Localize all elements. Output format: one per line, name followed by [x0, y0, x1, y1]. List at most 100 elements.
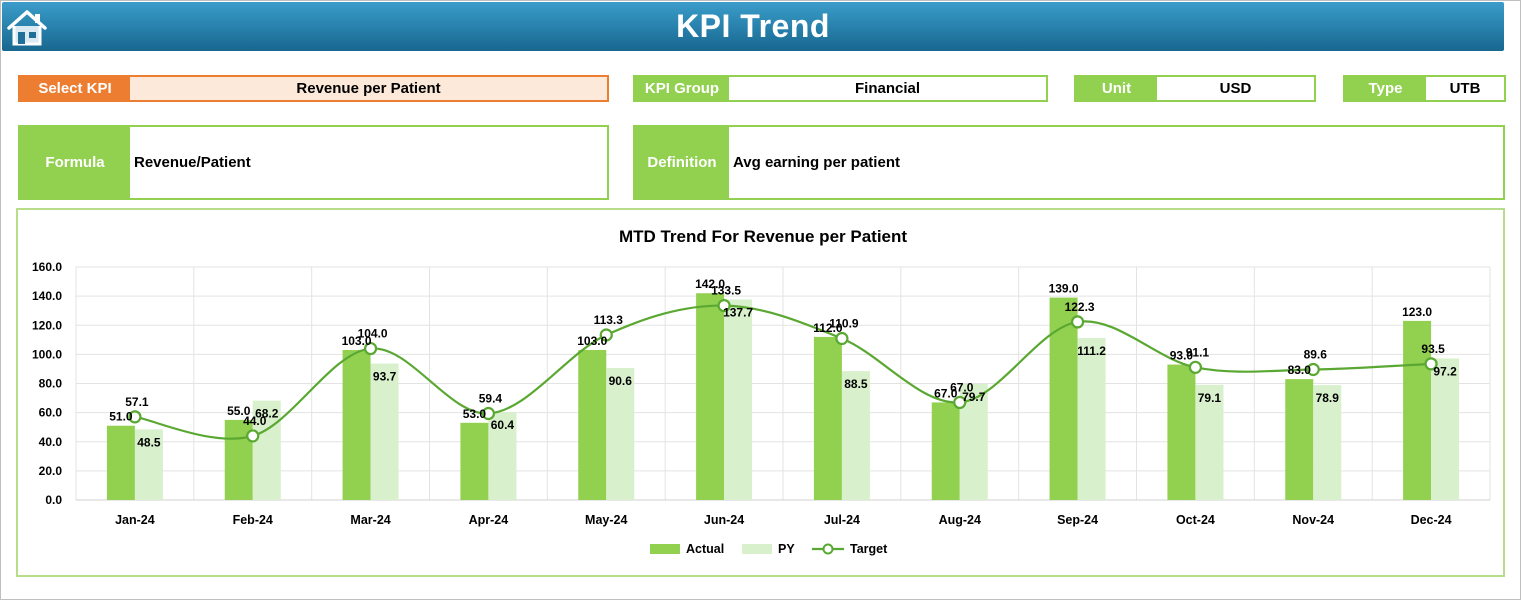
target-data-label: 113.3	[594, 313, 624, 327]
actual-bar	[578, 350, 607, 500]
target-marker	[1424, 357, 1438, 371]
actual-data-label: 55.0	[227, 404, 251, 418]
actual-data-label: 53.0	[463, 407, 487, 421]
target-data-label: 44.0	[243, 414, 267, 428]
x-tick-label: May-24	[585, 513, 627, 527]
py-bar	[1077, 338, 1106, 500]
actual-bar	[342, 350, 371, 500]
data-labels: 51.0 48.5 57.1 55.0 68.244.0 103.0 93.7 104.0 53…	[109, 277, 1457, 449]
py-data-label: 79.7	[962, 390, 986, 404]
target-data-label: 59.4	[479, 391, 503, 405]
chart-bars	[106, 293, 1460, 500]
py-data-label: 97.2	[1433, 364, 1457, 378]
py-bar	[841, 371, 870, 500]
x-tick-label: Apr-24	[469, 513, 509, 527]
y-tick-label: 80.0	[39, 377, 63, 391]
kpi-trend-chart: MTD Trend For Revenue per Patient 0.0 20.…	[32, 227, 1491, 556]
y-tick-label: 120.0	[32, 318, 62, 332]
actual-bar	[1049, 297, 1078, 500]
x-tick-label: Feb-24	[233, 513, 273, 527]
y-tick-label: 20.0	[39, 464, 63, 478]
py-bar	[1431, 358, 1460, 500]
legend-marker-target	[822, 543, 834, 555]
select-kpi-value[interactable]: Revenue per Patient	[130, 77, 607, 100]
definition-value: Avg earning per patient	[733, 154, 900, 171]
definition-label: Definition	[635, 127, 729, 198]
py-data-label: 78.9	[1316, 391, 1340, 405]
x-tick-label: Jul-24	[824, 513, 860, 527]
type-label: Type	[1345, 77, 1426, 100]
legend-label-py: PY	[778, 542, 795, 556]
actual-bar	[813, 336, 842, 500]
y-tick-label: 100.0	[32, 347, 62, 361]
select-kpi-field[interactable]: Select KPI Revenue per Patient	[18, 75, 609, 102]
actual-data-label: 112.0	[813, 321, 843, 335]
actual-bar	[1167, 364, 1196, 500]
formula-field: Formula Revenue/Patient	[18, 125, 609, 200]
target-data-label: 57.1	[125, 395, 149, 409]
legend-label-target: Target	[850, 542, 888, 556]
chart-grid	[75, 266, 1491, 501]
x-tick-label: Nov-24	[1292, 513, 1334, 527]
target-marker	[246, 429, 260, 443]
y-tick-label: 160.0	[32, 260, 62, 274]
actual-data-label: 103.0	[577, 334, 607, 348]
actual-bar	[931, 402, 960, 500]
target-marker	[835, 331, 849, 346]
select-kpi-label: Select KPI	[20, 77, 130, 100]
chart-panel: MTD Trend For Revenue per Patient 0.0 20.…	[16, 208, 1505, 577]
legend-label-actual: Actual	[686, 542, 724, 556]
target-marker	[599, 328, 613, 342]
type-field: Type UTB	[1343, 75, 1506, 102]
type-value: UTB	[1449, 80, 1481, 97]
chart-title: MTD Trend For Revenue per Patient	[619, 227, 907, 246]
target-line-layer	[128, 298, 1438, 443]
actual-data-label: 123.0	[1402, 305, 1432, 319]
x-tick-label: Jun-24	[704, 513, 744, 527]
actual-data-label: 103.0	[342, 334, 372, 348]
target-data-label: 67.0	[950, 380, 974, 394]
y-tick-label: 0.0	[45, 493, 62, 507]
target-marker	[1188, 360, 1203, 374]
py-bar	[252, 400, 281, 500]
target-data-label: 93.5	[1421, 342, 1445, 356]
legend-swatch-py	[742, 544, 772, 554]
py-data-label: 68.2	[255, 407, 279, 421]
target-marker	[717, 298, 731, 313]
y-tick-label: 140.0	[32, 289, 62, 303]
actual-bar	[696, 293, 725, 500]
py-data-label: 90.6	[609, 374, 633, 388]
target-marker	[128, 410, 142, 424]
py-data-label: 93.7	[373, 370, 397, 384]
home-icon[interactable]	[6, 8, 48, 46]
actual-data-label: 142.0	[695, 277, 725, 291]
kpi-group-field: KPI Group Financial	[633, 75, 1048, 102]
target-data-label: 91.1	[1186, 345, 1210, 359]
target-marker	[1070, 315, 1085, 329]
formula-label: Formula	[20, 127, 130, 198]
py-data-label: 60.4	[491, 418, 515, 432]
actual-bar	[106, 425, 135, 500]
actual-data-label: 93.0	[1170, 349, 1194, 363]
legend-swatch-actual	[650, 544, 680, 554]
header-banner: KPI Trend	[2, 2, 1504, 51]
py-data-label: 137.7	[723, 305, 753, 319]
x-tick-label: Oct-24	[1176, 513, 1215, 527]
actual-data-label: 51.0	[109, 410, 133, 424]
actual-data-label: 67.0	[934, 386, 958, 400]
y-tick-label: 40.0	[39, 435, 63, 449]
x-tick-label: Jan-24	[115, 513, 155, 527]
definition-field: Definition Avg earning per patient	[633, 125, 1505, 200]
target-data-label: 104.0	[358, 327, 388, 341]
target-data-label: 133.5	[711, 284, 741, 298]
target-data-label: 110.9	[829, 317, 859, 331]
actual-bar	[1403, 320, 1432, 500]
py-data-label: 111.2	[1077, 344, 1106, 358]
py-bar	[370, 363, 399, 500]
page-title: KPI Trend	[676, 8, 830, 44]
actual-data-label: 83.0	[1288, 363, 1312, 377]
x-axis-ticks: Jan-24 Feb-24 Mar-24 Apr-24 May-24 Jun-24 Jul-…	[115, 513, 1452, 527]
target-marker	[481, 406, 496, 421]
py-bar	[488, 412, 517, 500]
target-data-label: 89.6	[1304, 348, 1328, 362]
